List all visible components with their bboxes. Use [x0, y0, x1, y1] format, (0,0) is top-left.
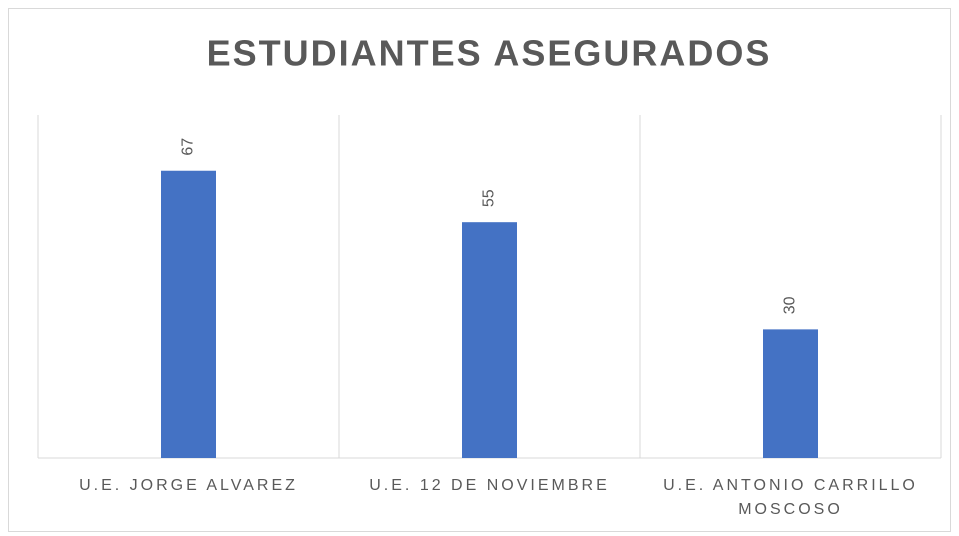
- data-label: 67: [180, 138, 197, 156]
- x-tick-label: U.E. JORGE ALVAREZ: [79, 477, 298, 494]
- data-label: 55: [481, 189, 498, 207]
- bar: [462, 222, 517, 458]
- x-tick-label: U.E. 12 DE NOVIEMBRE: [369, 477, 610, 494]
- data-label: 30: [782, 296, 799, 314]
- bar: [161, 170, 216, 459]
- x-tick-label: U.E. ANTONIO CARRILLO MOSCOSO: [663, 477, 918, 518]
- bar: [763, 329, 818, 458]
- chart-title: ESTUDIANTES ASEGURADOS: [207, 33, 772, 74]
